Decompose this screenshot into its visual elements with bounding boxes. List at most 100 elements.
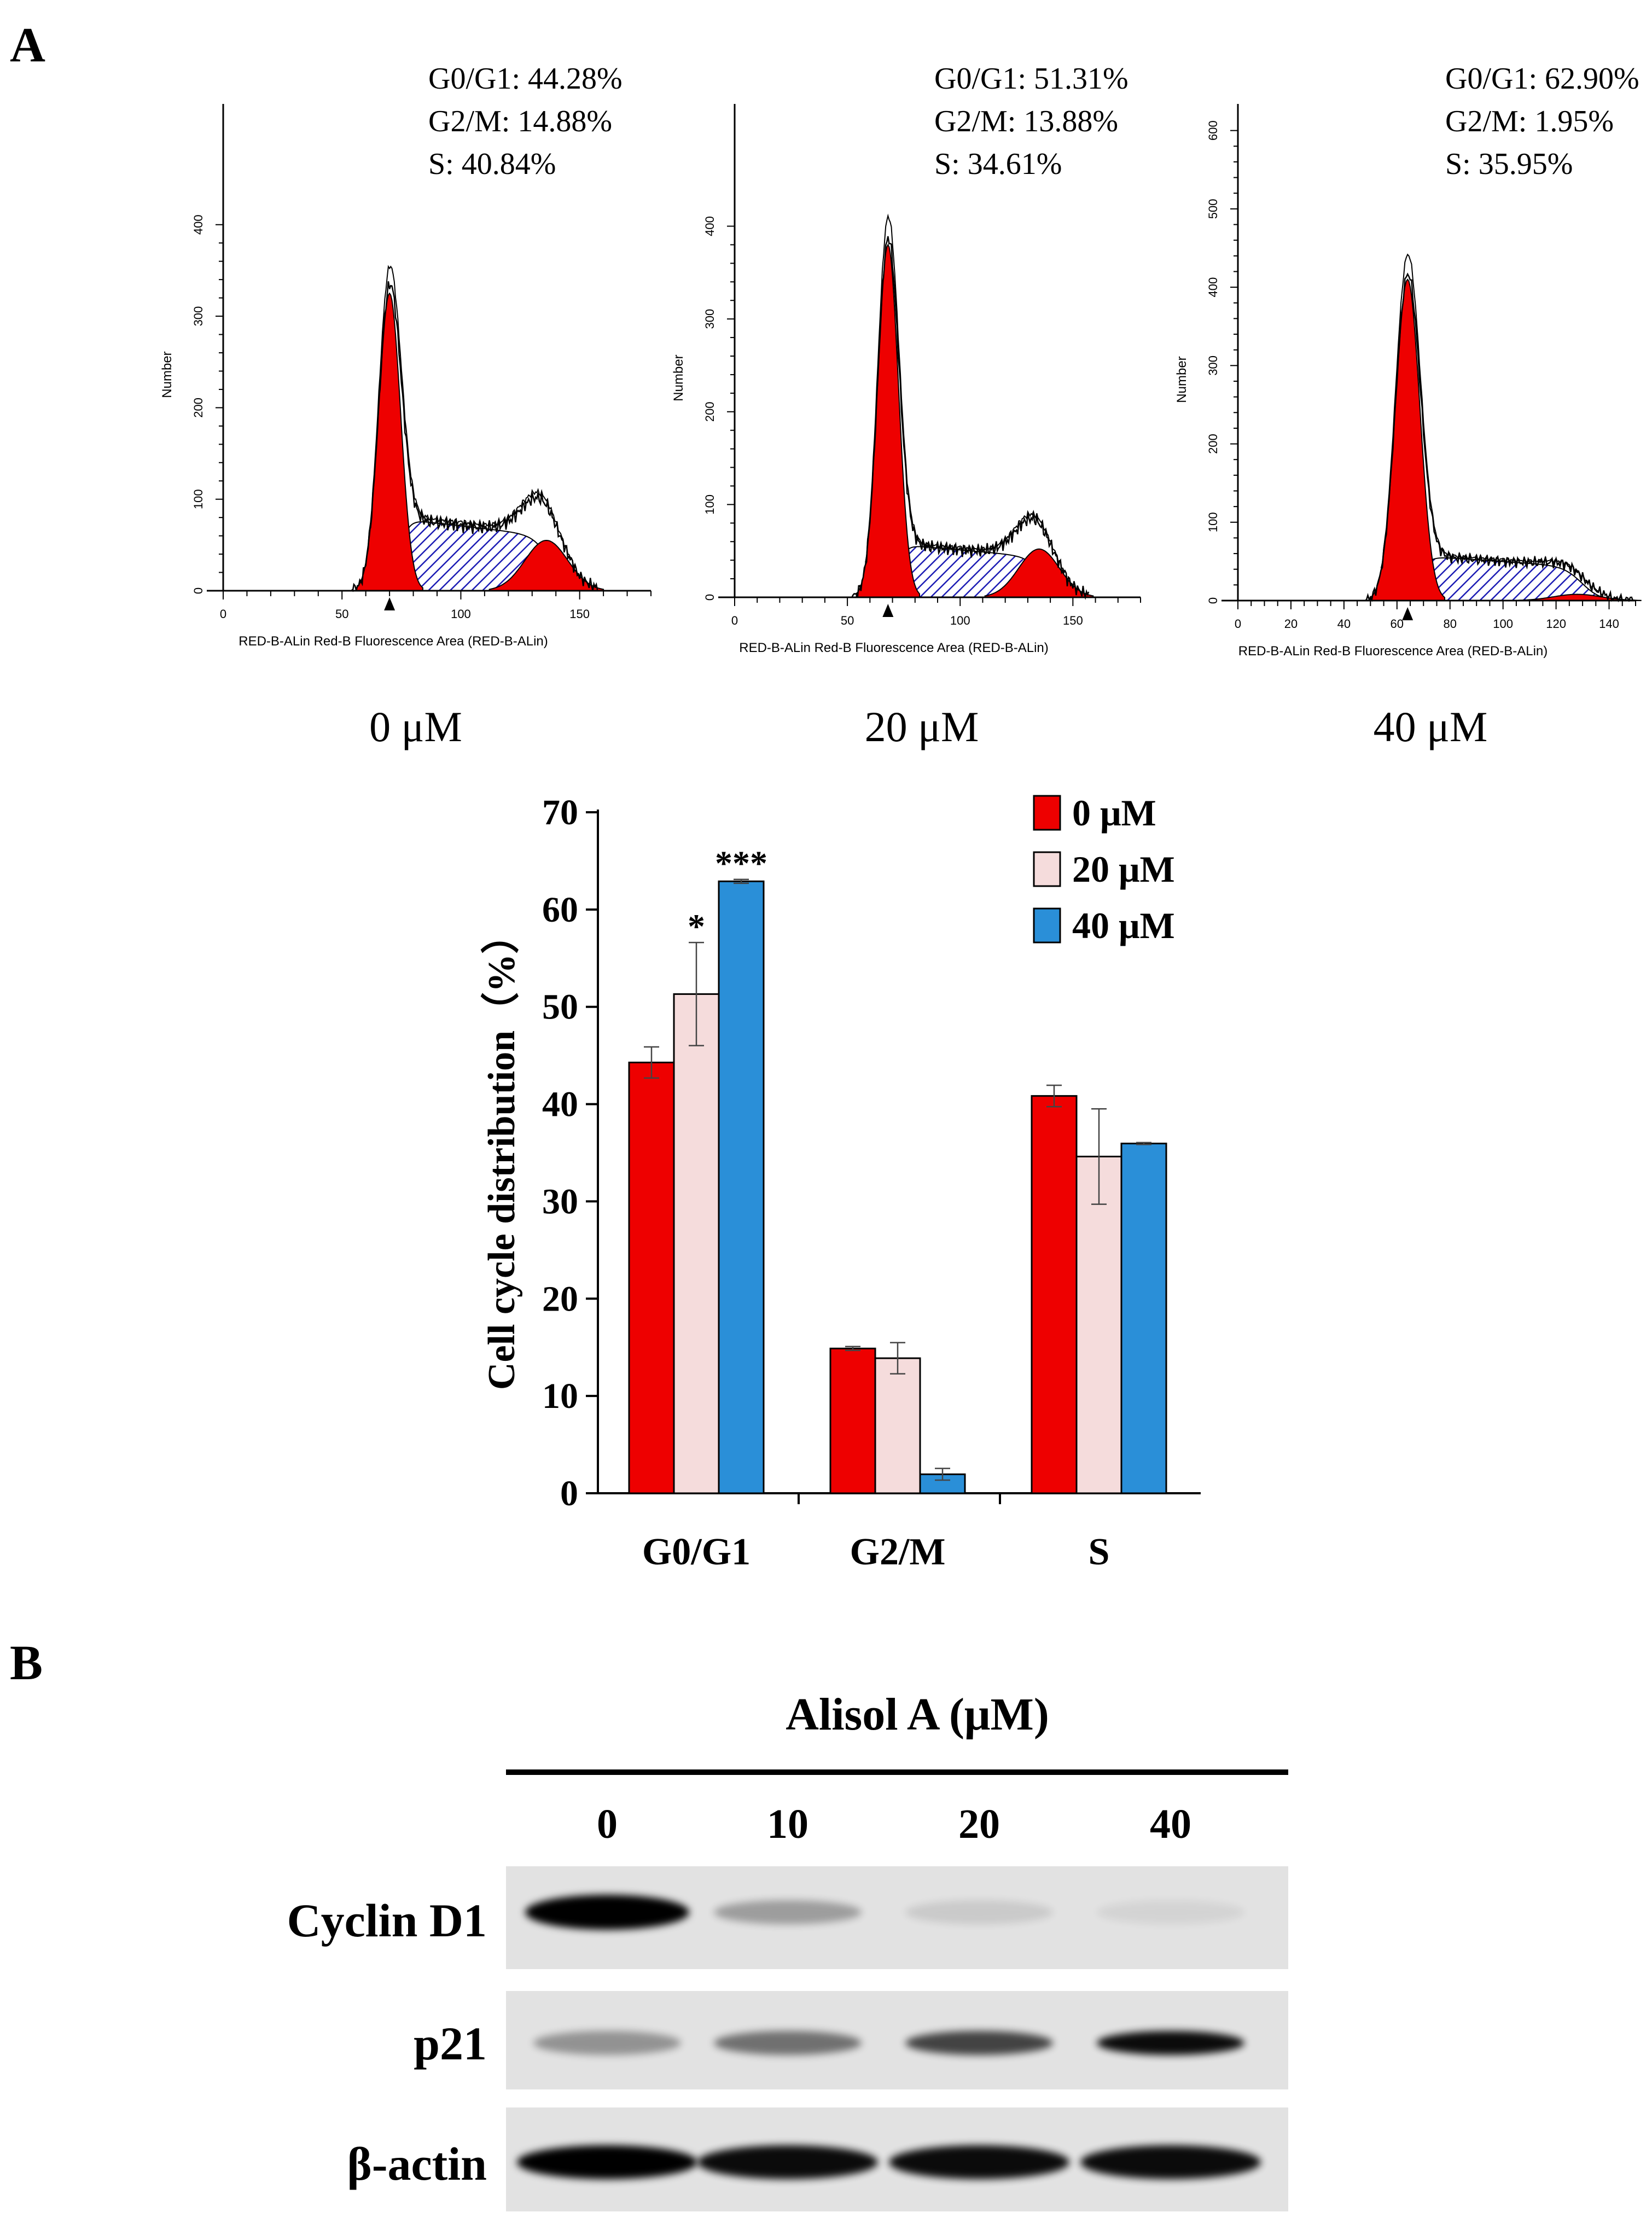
- x-tick-label: 50: [335, 607, 348, 621]
- y-tick-label: 600: [1206, 120, 1220, 141]
- protein-band: [1097, 2031, 1244, 2055]
- legend-label: 0 μM: [1072, 792, 1156, 834]
- legend-swatch: [1033, 907, 1061, 944]
- significance-mark: *: [688, 907, 705, 946]
- phase-percentage: G2/M: 1.95%: [1445, 104, 1614, 138]
- histogram-x-label: RED-B-ALin Red-B Fluorescence Area (RED-…: [739, 641, 1049, 655]
- histogram-h40: 0 100 200 300 400 500 600 0 20 40 60 80 100 120 140 Num…: [1174, 62, 1642, 750]
- y-tick-label: 0: [1206, 597, 1220, 604]
- phase-percentage: S: 40.84%: [428, 147, 556, 181]
- protein-label: β-actin: [347, 2138, 487, 2190]
- histogram-x-label: RED-B-ALin Red-B Fluorescence Area (RED-…: [239, 634, 548, 649]
- protein-band: [533, 2031, 681, 2055]
- histogram-y-label: Number: [671, 354, 686, 401]
- y-tick-label: 0: [703, 594, 717, 601]
- protein-band: [714, 2031, 862, 2055]
- legend-label: 40 μM: [1072, 905, 1175, 946]
- raw-histogram-line: [1364, 272, 1636, 603]
- x-tick-label: 150: [569, 607, 590, 621]
- fit-envelope-line: [865, 213, 1080, 592]
- y-tick-label: 200: [1206, 434, 1220, 454]
- bar-y-tick-label: 40: [542, 1085, 578, 1125]
- phase-percentage: G0/G1: 44.28%: [428, 62, 623, 96]
- x-tick-label: 120: [1546, 617, 1566, 631]
- y-tick-label: 100: [1206, 512, 1220, 532]
- y-tick-label: 500: [1206, 199, 1220, 219]
- histogram-y-label: Number: [160, 351, 174, 398]
- x-tick-label: 100: [1493, 617, 1513, 631]
- bar-G2-M-20μM: [874, 1357, 921, 1494]
- legend-swatch: [1033, 851, 1061, 887]
- panel-label-b: B: [10, 1636, 43, 1690]
- bar-y-tick-label: 60: [542, 890, 578, 930]
- legend-label: 20 μM: [1072, 848, 1175, 890]
- x-tick-label: 0: [220, 607, 226, 621]
- bar-y-tick-label: 50: [542, 987, 578, 1027]
- y-tick-label: 400: [191, 214, 205, 235]
- bar-G0-G1-40μM: [718, 880, 765, 1494]
- bar-category-label: G2/M: [850, 1531, 946, 1573]
- phase-percentage: G0/G1: 51.31%: [934, 62, 1129, 96]
- bar-y-tick-label: 20: [542, 1279, 578, 1319]
- y-tick-label: 400: [703, 216, 717, 236]
- blot-row--actin: β-actin: [347, 2107, 1288, 2211]
- g1-marker-triangle: [1402, 607, 1413, 620]
- g1-marker-triangle: [384, 597, 395, 610]
- x-tick-label: 150: [1063, 614, 1083, 627]
- bar-S-40μM: [1120, 1143, 1167, 1494]
- g1-marker-triangle: [882, 604, 894, 617]
- protein-label: Cyclin D1: [287, 1894, 487, 1947]
- phase-percentage: G2/M: 14.88%: [428, 104, 612, 138]
- y-tick-label: 300: [703, 309, 717, 329]
- protein-band: [889, 2145, 1069, 2179]
- panel-label-a: A: [10, 18, 45, 72]
- western-blot: Alisol A (μM) 0 10 20 40 Cyclin D1 p21 β-actin: [287, 1689, 1288, 2211]
- x-tick-label: 100: [451, 607, 471, 621]
- bar-G0-G1-20μM: [673, 993, 720, 1494]
- phase-percentage: G2/M: 13.88%: [934, 104, 1118, 138]
- dose-label: 40 μM: [1374, 703, 1488, 750]
- legend-swatch: [1033, 795, 1061, 831]
- histogram-x-label: RED-B-ALin Red-B Fluorescence Area (RED-…: [1238, 644, 1548, 659]
- x-tick-label: 50: [841, 614, 854, 627]
- g1-peak-area: [856, 243, 920, 598]
- phase-percentage: G0/G1: 62.90%: [1445, 62, 1639, 96]
- significance-mark: ***: [715, 844, 767, 883]
- y-tick-label: 300: [191, 306, 205, 327]
- protein-band: [1080, 2145, 1261, 2179]
- protein-band: [714, 1900, 862, 1924]
- y-tick-label: 400: [1206, 277, 1220, 298]
- y-tick-label: 100: [191, 489, 205, 509]
- blot-row-p21: p21: [414, 1991, 1288, 2089]
- cell-cycle-bar-chart: 0 10 20 30 40 50 60 70 Cell cycle distribution（%…: [480, 792, 1201, 1573]
- bar-y-tick-label: 0: [560, 1474, 578, 1513]
- x-tick-label: 40: [1337, 617, 1351, 631]
- fit-envelope-line: [365, 265, 590, 586]
- bar-G0-G1-0μM: [628, 1061, 675, 1494]
- bar-S-0μM: [1031, 1095, 1078, 1494]
- g1-peak-area: [1370, 278, 1445, 601]
- bar-y-tick-label: 70: [542, 793, 578, 832]
- protein-band: [905, 2031, 1053, 2055]
- lane-label: 0: [597, 1801, 618, 1847]
- bar-G2-M-0μM: [829, 1347, 876, 1494]
- protein-band: [517, 2145, 697, 2179]
- histogram-y-label: Number: [1174, 356, 1189, 403]
- lane-label: 20: [958, 1801, 1000, 1847]
- fit-envelope-line: [1380, 253, 1625, 602]
- x-tick-label: 0: [731, 614, 738, 627]
- y-tick-label: 300: [1206, 356, 1220, 376]
- phase-percentage: S: 34.61%: [934, 147, 1062, 181]
- protein-band: [525, 1895, 689, 1930]
- protein-band: [905, 1900, 1053, 1924]
- y-tick-label: 200: [703, 401, 717, 422]
- protein-band: [1097, 1900, 1244, 1924]
- y-tick-label: 200: [191, 398, 205, 418]
- bar-category-label: G0/G1: [642, 1531, 751, 1573]
- bar-category-label: S: [1089, 1531, 1110, 1573]
- protein-label: p21: [414, 2017, 487, 2070]
- x-tick-label: 80: [1443, 617, 1456, 631]
- raw-histogram-line: [851, 236, 1090, 600]
